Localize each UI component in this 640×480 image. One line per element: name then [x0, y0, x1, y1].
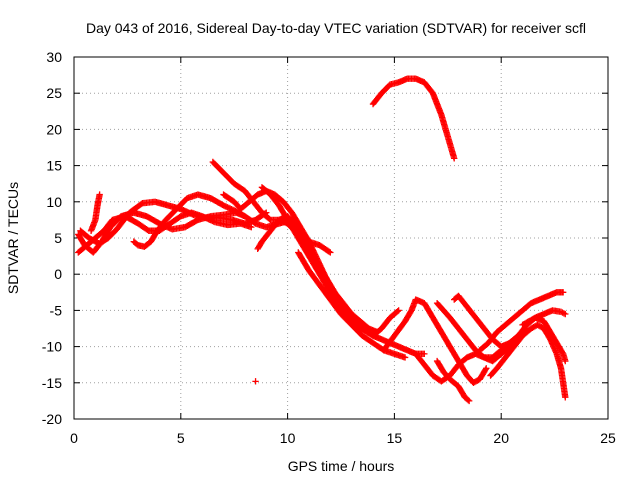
y-tick-label: 20: [46, 121, 62, 137]
x-tick-labels: 0 5 10 15 20 25: [70, 430, 616, 446]
series-arc-5: [130, 191, 296, 250]
x-axis-label: GPS time / hours: [288, 458, 395, 474]
data-point: [483, 365, 490, 372]
data-point: [562, 310, 569, 318]
data-point: [559, 309, 566, 316]
y-tick-label: 15: [46, 158, 62, 174]
data-point: [248, 223, 255, 231]
data-point: [327, 249, 334, 256]
y-tick-label: -20: [42, 411, 62, 427]
y-tick-label: -10: [42, 339, 62, 355]
data-point: [562, 357, 569, 365]
series-arc-14: [433, 357, 473, 405]
data-point: [394, 308, 401, 315]
series-arc-10: [295, 249, 409, 361]
data-point: [395, 307, 402, 314]
data-point: [464, 396, 472, 404]
data-point: [559, 289, 567, 296]
data-point: [482, 366, 489, 373]
y-tick-label: -5: [50, 302, 63, 318]
data-point: [465, 397, 473, 405]
y-tick-label: 0: [54, 266, 62, 282]
series-arc-4: [87, 191, 103, 234]
y-tick-label: 10: [46, 194, 62, 210]
axis-ticks: [73, 56, 609, 420]
y-axis-label: SDTVAR / TECUs: [5, 182, 21, 294]
data-point: [96, 191, 103, 198]
chart-title: Day 043 of 2016, Sidereal Day-to-day VTE…: [86, 20, 586, 36]
data-point: [325, 248, 333, 255]
series-arc-19: [519, 314, 569, 365]
data-point: [560, 310, 568, 317]
x-tick-label: 15: [387, 430, 403, 446]
series-arc-12: [380, 296, 490, 386]
x-tick-label: 25: [600, 430, 616, 446]
y-tick-label: 30: [46, 49, 62, 65]
data-point: [252, 378, 259, 385]
y-tick-label: -15: [42, 375, 62, 391]
x-tick-label: 0: [70, 430, 78, 446]
x-tick-label: 10: [280, 430, 296, 446]
x-tick-label: 20: [493, 430, 509, 446]
series-outlier: [252, 378, 259, 385]
series-arc-3: [77, 198, 270, 247]
series-arc-8: [258, 184, 402, 339]
data-series: [75, 75, 569, 405]
data-point: [557, 308, 565, 316]
series-arc-17: [476, 289, 567, 354]
y-tick-label: 5: [54, 230, 62, 246]
data-point: [451, 155, 458, 162]
y-tick-labels: -20 -15 -10 -5 0 5 10 15 20 25 30: [42, 49, 62, 427]
x-tick-label: 5: [177, 430, 185, 446]
data-point: [401, 354, 409, 361]
series-arc-9: [254, 213, 428, 358]
data-point: [421, 350, 428, 358]
data-point: [562, 394, 569, 401]
series-arc-11: [369, 75, 458, 162]
y-tick-label: 25: [46, 85, 62, 101]
